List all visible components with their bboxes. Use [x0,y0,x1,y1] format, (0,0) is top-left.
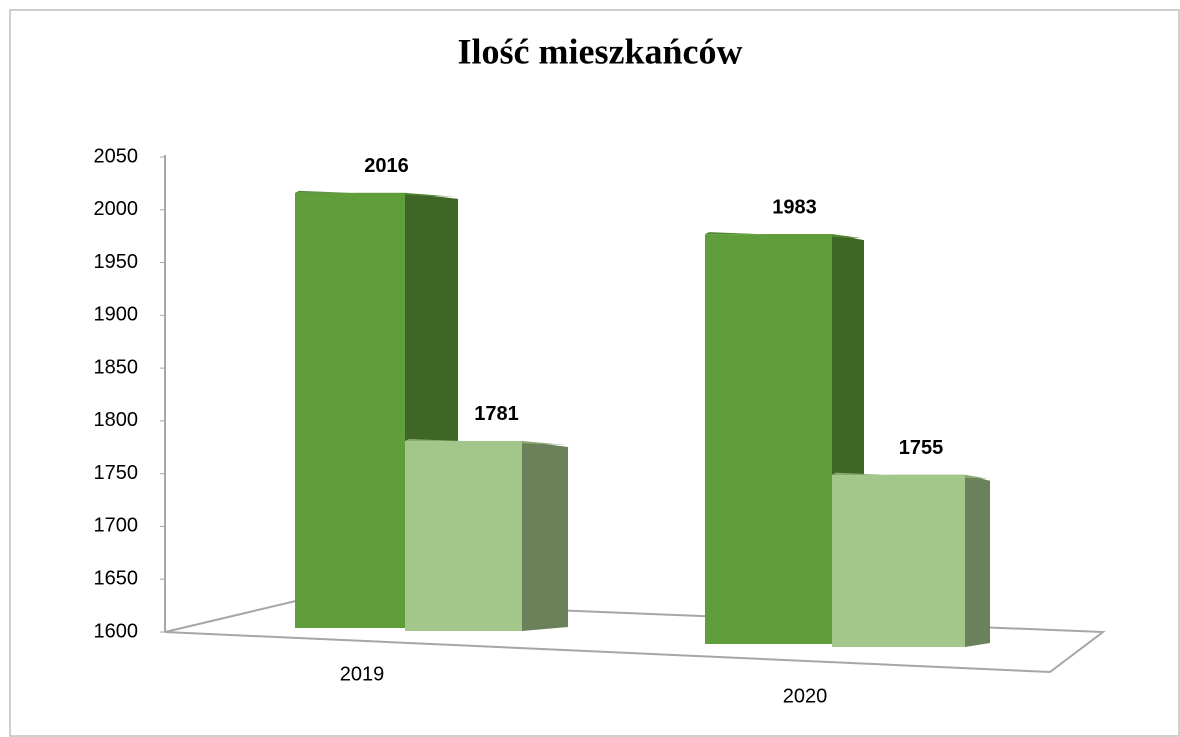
bar-top [295,190,456,197]
bar [705,234,832,644]
y-tick-label: 1850 [94,356,139,378]
value-label: 1781 [474,403,519,425]
value-label: 1755 [899,437,944,459]
y-tick-label: 1800 [94,409,139,431]
y-tick-label: 1950 [94,251,139,273]
chart-title: Ilość mieszkańców [458,31,743,71]
bar [295,192,405,628]
floor [164,598,1106,674]
bar-side [522,440,568,631]
bar-top [705,232,862,239]
x-tick-label: 2019 [340,663,385,685]
bar [405,440,522,631]
x-tick-label: 2020 [783,685,828,707]
y-tick-label: 1900 [94,304,139,326]
y-tick-label: 1650 [94,568,139,590]
y-tick-label: 1700 [94,515,139,537]
bar [832,474,965,647]
y-tick-label: 1750 [94,462,139,484]
bar-top [832,472,988,479]
bar-side [965,474,990,647]
value-label: 2016 [364,155,409,177]
y-tick-label: 2000 [94,198,139,220]
value-label: 1983 [772,196,817,218]
bar-top [405,438,566,445]
y-tick-label: 2050 [94,145,139,167]
y-tick-label: 1600 [94,620,139,642]
